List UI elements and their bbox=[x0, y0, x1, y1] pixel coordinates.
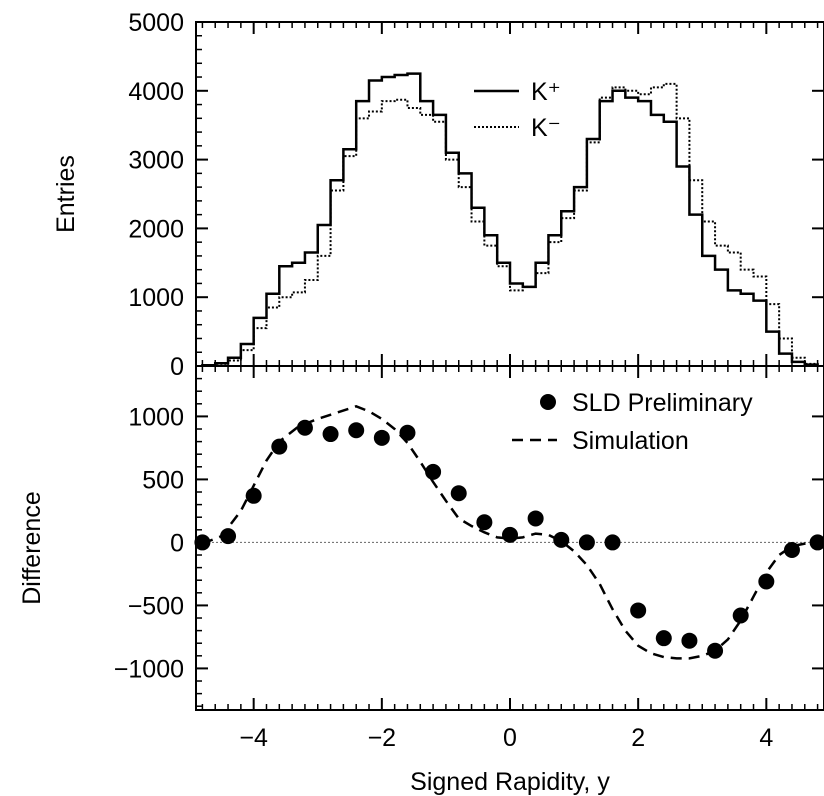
top-ytick-label: 5000 bbox=[128, 9, 184, 37]
top-ytick-label: 0 bbox=[170, 353, 184, 381]
sld-data-point bbox=[220, 528, 237, 545]
sld-data-point bbox=[578, 534, 595, 551]
sld-data-point bbox=[245, 487, 262, 504]
top-y-axis-label: Entries bbox=[52, 155, 80, 233]
bottom-series bbox=[194, 404, 824, 660]
sld-data-point bbox=[271, 438, 288, 455]
sld-data-point bbox=[194, 534, 211, 551]
bottom-y-axis-label: Difference bbox=[18, 491, 46, 605]
legend-k-minus-label: K⁻ bbox=[531, 114, 561, 142]
k-minus-histogram bbox=[201, 82, 819, 367]
top-ticks: 0 1000 2000 3000 4000 5000 bbox=[128, 9, 824, 381]
sld-data-point bbox=[783, 541, 800, 558]
bottom-legend: SLD Preliminary Simulation bbox=[512, 389, 753, 455]
top-ytick-label: 3000 bbox=[128, 147, 184, 175]
k-plus-histogram bbox=[201, 72, 819, 367]
top-panel: 0 1000 2000 3000 4000 5000 Entries K⁺ K⁻ bbox=[52, 9, 824, 381]
sld-data-point bbox=[732, 607, 749, 624]
top-legend: K⁺ K⁻ bbox=[474, 78, 561, 142]
top-ytick-label: 1000 bbox=[128, 284, 184, 312]
legend-sld-label: SLD Preliminary bbox=[572, 389, 753, 417]
sld-data-point bbox=[450, 485, 467, 502]
legend-simulation-label: Simulation bbox=[572, 427, 689, 455]
sld-data-point bbox=[707, 642, 724, 659]
sld-data-point bbox=[425, 463, 442, 480]
top-plot-frame bbox=[195, 21, 824, 367]
simulation-curve bbox=[201, 404, 818, 660]
sld-data-point bbox=[758, 573, 775, 590]
x-tick-label: 0 bbox=[503, 724, 517, 752]
x-tick-label: 4 bbox=[759, 724, 773, 752]
top-ytick-label: 2000 bbox=[128, 215, 184, 243]
sld-data-point bbox=[809, 534, 824, 551]
bottom-ytick-label: −500 bbox=[128, 592, 184, 620]
sld-data-point bbox=[296, 419, 313, 436]
legend-k-plus-label: K⁺ bbox=[531, 78, 561, 106]
x-axis-label: Signed Rapidity, y bbox=[410, 768, 610, 796]
sld-data-point bbox=[527, 510, 544, 527]
legend-sld-swatch bbox=[540, 394, 556, 410]
bottom-ticks: −1000 −500 0 500 1000 −4 −2 0 2 4 bbox=[114, 366, 824, 752]
x-tick-label: −4 bbox=[239, 724, 268, 752]
bottom-ytick-label: 1000 bbox=[128, 403, 184, 431]
sld-data-point bbox=[322, 426, 339, 443]
bottom-ytick-label: 500 bbox=[142, 466, 184, 494]
sld-data-point bbox=[348, 422, 365, 439]
sld-data-point bbox=[655, 630, 672, 647]
sld-data-point bbox=[399, 424, 416, 441]
bottom-ytick-label: 0 bbox=[170, 529, 184, 557]
sld-data-point bbox=[476, 514, 493, 531]
sld-data-point bbox=[553, 531, 570, 548]
sld-data-point bbox=[604, 534, 621, 551]
x-tick-label: −2 bbox=[368, 724, 397, 752]
bottom-panel: −1000 −500 0 500 1000 −4 −2 0 2 4 Difference Sign… bbox=[18, 365, 824, 796]
top-ytick-label: 4000 bbox=[128, 78, 184, 106]
sld-data-point bbox=[681, 632, 698, 649]
x-tick-label: 2 bbox=[631, 724, 645, 752]
bottom-ytick-label: −1000 bbox=[114, 655, 184, 683]
top-series bbox=[201, 72, 819, 367]
sld-data-point bbox=[630, 602, 647, 619]
sld-data-point bbox=[373, 429, 390, 446]
sld-data-point bbox=[502, 526, 518, 543]
